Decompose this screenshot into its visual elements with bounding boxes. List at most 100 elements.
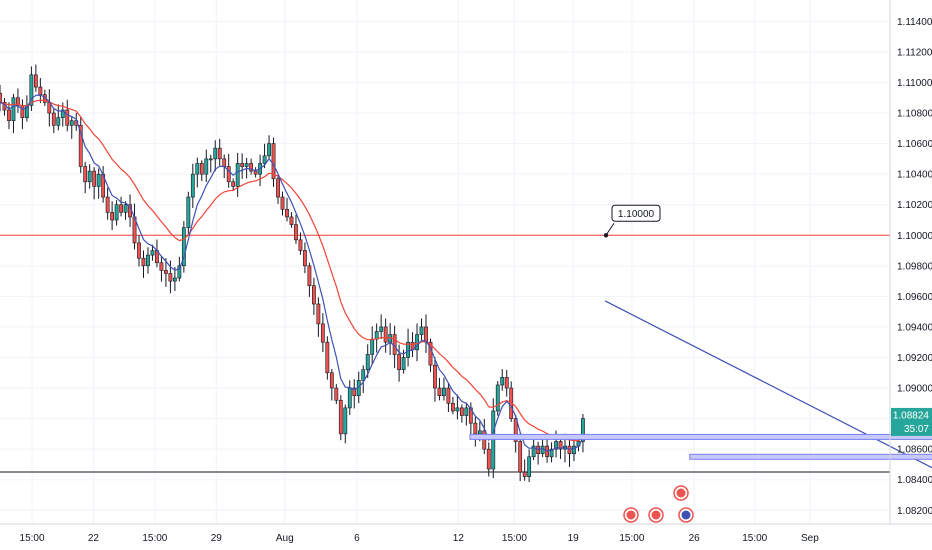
candle-body: [92, 170, 97, 187]
candle-body: [554, 441, 558, 450]
zone-1: [469, 433, 932, 440]
candle-body: [240, 163, 245, 167]
candle-body: [78, 124, 83, 167]
candle-body: [383, 326, 388, 343]
candle-body: [419, 326, 424, 335]
price-axis-tick-label: 1.10400: [897, 170, 932, 181]
time-axis-tick-label: 15:00: [502, 533, 527, 544]
time-axis-tick-label: 6: [354, 533, 360, 544]
price-axis-tick-label: 1.11400: [897, 17, 932, 28]
time-axis-tick-label: 12: [453, 533, 465, 544]
candle-body: [500, 377, 505, 386]
candle-body: [311, 285, 316, 305]
candle-body: [433, 364, 437, 389]
candle-body: [226, 166, 231, 183]
candle-body: [51, 112, 56, 126]
time-axis-tick-label: 15:00: [619, 533, 644, 544]
candle-body: [325, 341, 330, 374]
candle-body: [352, 387, 357, 396]
candle-body: [105, 196, 110, 213]
candle-body: [401, 357, 406, 371]
candle-body: [289, 216, 294, 225]
current-price-label: 1.08824: [893, 410, 930, 421]
candle-body: [235, 163, 240, 187]
candle-body: [473, 422, 478, 435]
price-axis-tick-label: 1.09200: [897, 353, 932, 364]
price-axis-tick-label: 1.09000: [897, 384, 932, 395]
candle-body: [114, 204, 119, 221]
candle-body: [518, 441, 523, 473]
candle-body: [294, 224, 298, 241]
event-icon-flag: [681, 510, 691, 520]
candle-body: [146, 254, 150, 267]
time-axis-tick-label: Sep: [801, 533, 819, 544]
event-icon-flag: [626, 510, 636, 520]
candle-body: [477, 430, 482, 435]
candle-body: [442, 387, 446, 396]
candle-body: [150, 250, 155, 256]
price-axis-tick-label: 1.08600: [897, 445, 932, 456]
candle-body: [531, 445, 536, 458]
candle-body: [320, 323, 325, 343]
candle-body: [262, 155, 267, 164]
candle-body: [482, 430, 487, 450]
candle-body: [199, 163, 204, 175]
candle-body: [415, 334, 419, 351]
price-axis-tick-label: 1.11000: [897, 78, 932, 89]
candle-body: [276, 178, 280, 198]
candle-body: [271, 143, 276, 180]
candle-body: [406, 341, 410, 358]
price-label-text: 1.10000: [618, 209, 655, 220]
candle-body: [540, 445, 545, 455]
candle-body: [213, 147, 218, 160]
candles: [0, 64, 585, 483]
candle-body: [504, 377, 509, 389]
time-axis-tick-label: 26: [689, 533, 701, 544]
zone-2: [689, 453, 932, 460]
time-axis-tick-label: Aug: [276, 533, 294, 544]
candle-body: [522, 471, 527, 477]
candle-body: [451, 403, 455, 412]
candle-body: [217, 147, 222, 160]
time-axis-tick-label: 22: [88, 533, 100, 544]
candle-body: [110, 212, 115, 221]
candle-body: [190, 173, 195, 198]
time-axis-tick-label: 15:00: [142, 533, 167, 544]
moving-average-fast: [0, 94, 584, 452]
candle-body: [249, 163, 254, 172]
price-axis-tick-label: 1.10600: [897, 139, 932, 150]
time-axis-tick-label: 15:00: [20, 533, 45, 544]
time-axis-tick-label: 19: [568, 533, 580, 544]
candle-body: [491, 410, 496, 470]
candle-body: [486, 448, 491, 470]
candle-body: [172, 277, 177, 282]
candle-body: [20, 105, 25, 118]
time-axis-tick-label: 15:00: [742, 533, 767, 544]
candle-body: [177, 265, 182, 279]
candle-body: [56, 117, 61, 126]
candle-body: [204, 158, 209, 175]
candle-body: [545, 445, 549, 458]
candle-body: [527, 456, 532, 477]
candle-body: [437, 387, 442, 396]
candle-body: [365, 354, 370, 371]
candle-body: [33, 74, 38, 88]
candle-body: [186, 196, 191, 228]
candle-body: [361, 369, 366, 381]
candle-body: [343, 407, 348, 435]
candle-body: [397, 354, 401, 371]
trendline: [604, 300, 932, 469]
candle-body: [334, 387, 339, 401]
candle-body: [38, 86, 43, 96]
candle-body: [513, 418, 518, 442]
time-axis-tick-label: 29: [211, 533, 223, 544]
candle-body: [181, 227, 186, 267]
moving-average-slow: [0, 99, 584, 442]
price-label-box: [611, 204, 661, 222]
candle-body: [164, 270, 168, 274]
candle-body: [285, 208, 289, 218]
price-axis-tick-label: 1.09600: [897, 292, 932, 303]
candle-body: [83, 166, 88, 183]
